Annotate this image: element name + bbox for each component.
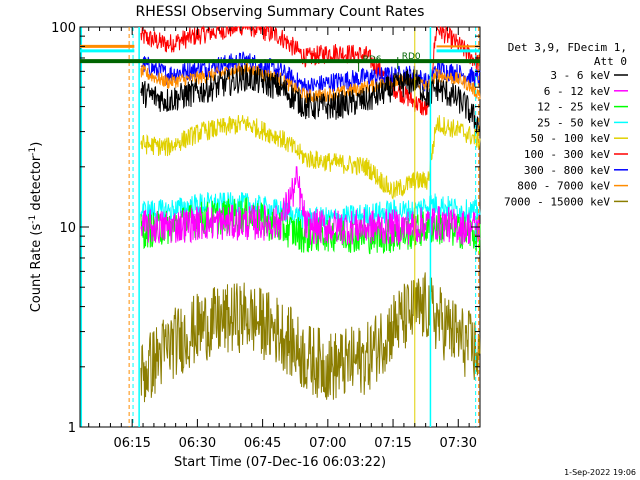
- legend-entry-label: 25 - 50 keV: [537, 116, 610, 129]
- y-axis-label: Count Rate (s-1 detector-1): [28, 142, 44, 313]
- y-axis-label-sup: -1: [28, 215, 38, 224]
- legend-entry-label: 3 - 6 keV: [550, 69, 610, 82]
- series-line-1: [140, 25, 481, 116]
- footer-date: 1-Sep-2022 19:06: [564, 468, 636, 477]
- series-line-3: [140, 62, 481, 104]
- legend-header-line: Att 0: [594, 55, 627, 68]
- legend-entry-label: 800 - 7000 keV: [517, 180, 610, 193]
- legend-entry-label: 7000 - 15000 keV: [504, 195, 610, 208]
- x-tick-label: 07:00: [309, 436, 346, 451]
- annotation-label-1: RD0: [402, 52, 421, 62]
- x-axis: 06:15 06:30 06:45 07:00 07:15 07:30: [88, 27, 481, 451]
- y-axis-label-close: ): [29, 142, 44, 147]
- chart-title: RHESSI Observing Summary Count Rates: [136, 4, 425, 20]
- legend-entry-label: 50 - 100 keV: [531, 132, 611, 145]
- y-axis: 1 10 100: [51, 21, 480, 436]
- y-tick-label: 10: [59, 221, 76, 236]
- series-layer: [140, 25, 481, 403]
- legend-entry-label: 12 - 25 keV: [537, 101, 610, 114]
- y-tick-label: 1: [68, 421, 76, 436]
- series-line-6: [140, 191, 481, 231]
- legend-header-line: Det 3,9, FDecim 1,: [508, 41, 627, 54]
- legend: Det 3,9, FDecim 1,Att 03 - 6 keV 6 - 12 k…: [504, 41, 628, 208]
- y-tick-label: 100: [51, 21, 76, 36]
- y-axis-label-sup2: -1: [28, 147, 38, 156]
- x-tick-label: 06:15: [113, 436, 150, 451]
- x-tick-label: 06:45: [244, 436, 281, 451]
- x-tick-label: 07:30: [440, 436, 477, 451]
- y-axis-label-main: Count Rate (s: [29, 224, 44, 313]
- x-tick-label: 07:15: [374, 436, 411, 451]
- y-axis-label-rest: detector: [29, 155, 44, 215]
- x-axis-label: Start Time (07-Dec-16 06:03:22): [174, 455, 386, 470]
- legend-entry-label: 100 - 300 keV: [524, 148, 610, 161]
- legend-entry-label: 6 - 12 keV: [544, 85, 611, 98]
- annotation-label-2: RD6: [363, 55, 382, 65]
- series-line-8: [140, 166, 481, 245]
- series-line-4: [140, 64, 481, 135]
- legend-entry-label: 300 - 800 keV: [524, 164, 610, 177]
- decor-layer: RD0 RD6: [80, 27, 480, 427]
- series-line-5: [140, 115, 481, 200]
- series-line-9: [140, 272, 481, 403]
- x-tick-label: 06:30: [179, 436, 216, 451]
